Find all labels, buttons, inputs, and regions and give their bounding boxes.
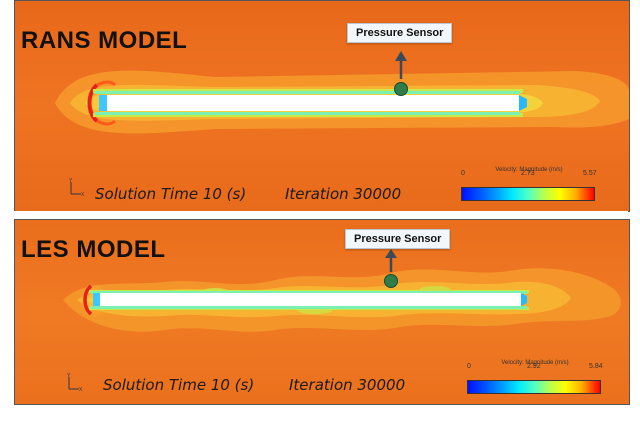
rans-velocity-field xyxy=(15,1,629,211)
les-solution-time: Solution Time 10 (s) xyxy=(103,376,255,394)
rans-model-title: RANS MODEL xyxy=(21,27,188,54)
les-velocity-field xyxy=(15,220,629,404)
les-pressure-sensor xyxy=(384,274,398,288)
rans-iteration: Iteration 30000 xyxy=(285,185,402,203)
les-legend-mid: 2.92 xyxy=(527,363,541,370)
les-legend-min: 0 xyxy=(467,363,471,370)
les-cylinder xyxy=(93,293,521,306)
rans-solution-time: Solution Time 10 (s) xyxy=(95,185,247,203)
svg-text:Y: Y xyxy=(67,373,71,379)
les-legend-max: 5.84 xyxy=(589,363,603,370)
svg-text:X: X xyxy=(79,387,83,393)
rans-pressure-sensor-label: Pressure Sensor xyxy=(347,23,453,43)
les-legend-title: Velocity: Magnitude (m/s) xyxy=(501,360,569,366)
panel-divider xyxy=(14,211,628,219)
svg-text:Y: Y xyxy=(69,178,73,184)
les-velocity-legend: Velocity: Magnitude (m/s) 0 2.92 5.84 xyxy=(467,360,603,394)
rans-legend-colorbar xyxy=(461,187,595,201)
les-iteration: Iteration 30000 xyxy=(289,376,406,394)
rans-legend-mid: 2.73 xyxy=(521,170,535,177)
svg-text:X: X xyxy=(81,192,85,198)
rans-cylinder xyxy=(99,95,519,111)
rans-legend-max: 5.57 xyxy=(583,170,597,177)
les-legend-colorbar xyxy=(467,380,601,394)
rans-panel: RANS MODEL Pressure Sensor Y X Solution … xyxy=(14,0,630,212)
les-model-title: LES MODEL xyxy=(21,236,166,263)
rans-legend-min: 0 xyxy=(461,170,465,177)
rans-legend-title: Velocity: Magnitude (m/s) xyxy=(495,167,563,173)
rans-velocity-legend: Velocity: Magnitude (m/s) 0 2.73 5.57 xyxy=(461,167,597,201)
rans-pressure-sensor xyxy=(394,82,408,96)
les-panel: LES MODEL Pressure Sensor Y X Solution T… xyxy=(14,219,630,405)
rans-axes-icon: Y X xyxy=(69,178,85,198)
les-pressure-sensor-label: Pressure Sensor xyxy=(345,229,451,249)
les-axes-icon: Y X xyxy=(67,373,83,393)
